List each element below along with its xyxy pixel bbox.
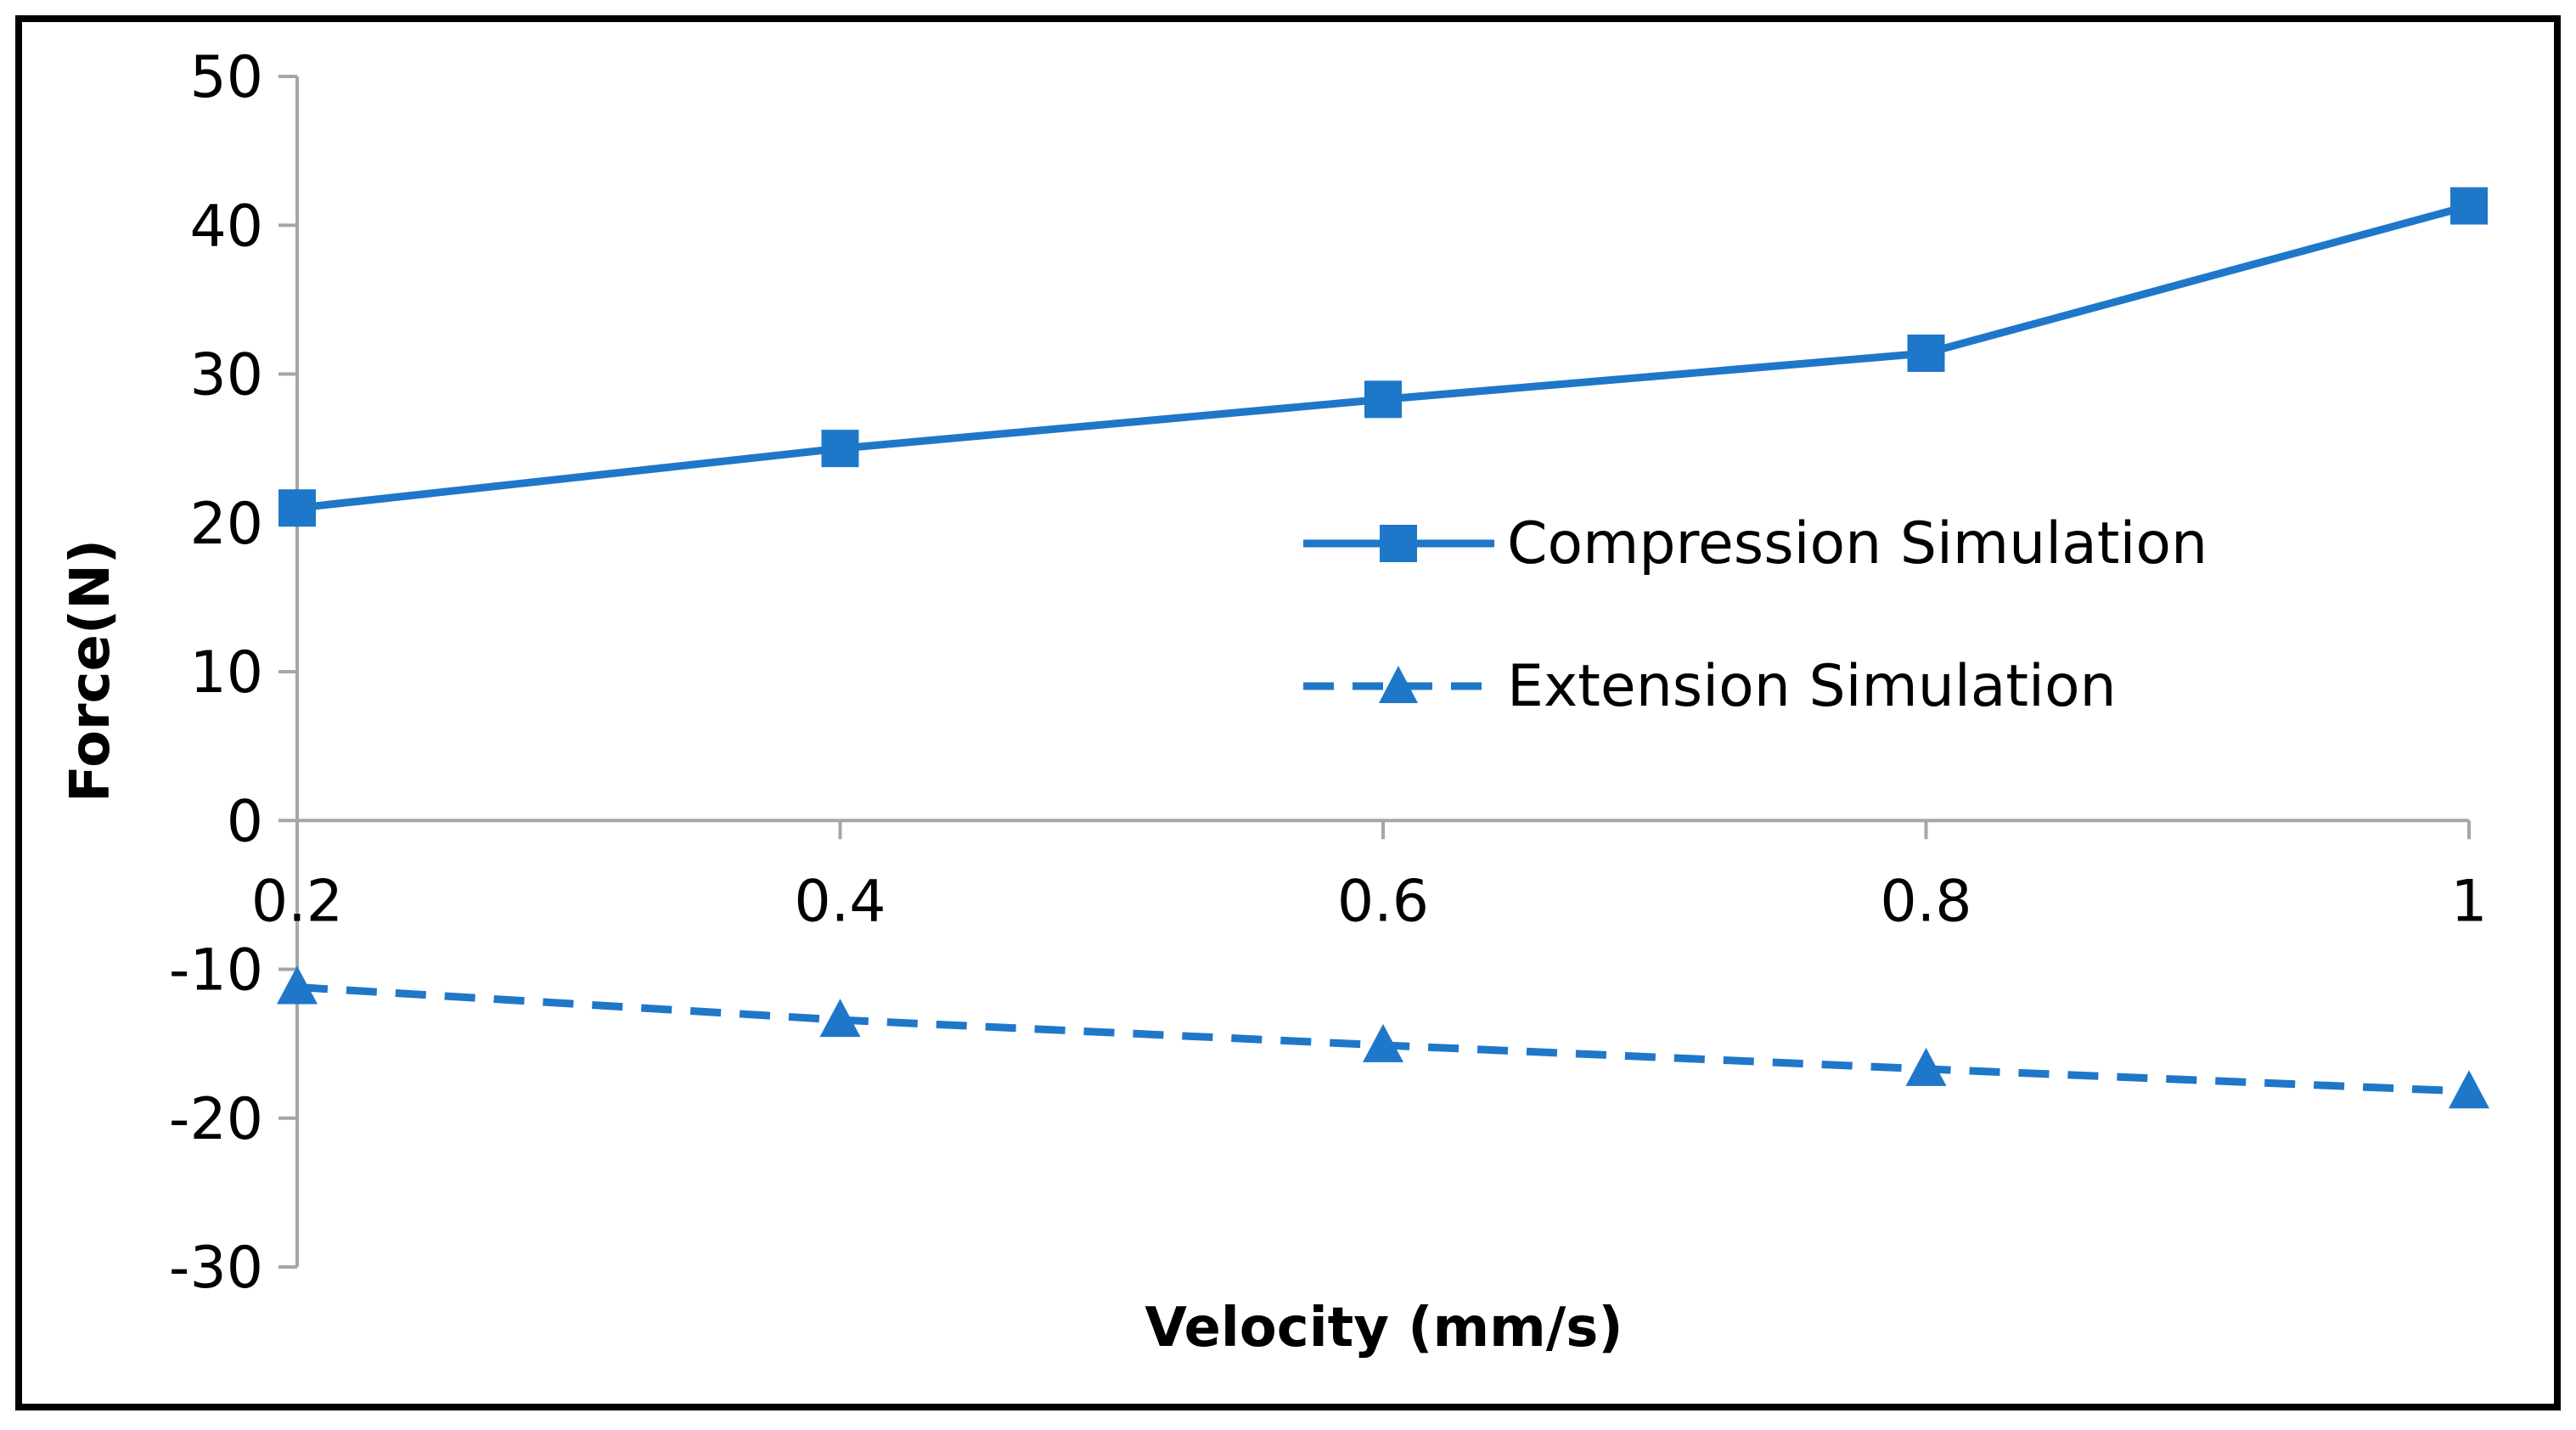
data-point-square (2450, 187, 2488, 225)
legend-label-compression: Compression Simulation (1507, 510, 2208, 577)
y-tick-label: 40 (189, 193, 263, 260)
legend: Compression Simulation Extension Simulat… (1303, 510, 2208, 720)
y-tick-label: -10 (169, 937, 263, 1005)
chart-border (15, 15, 2561, 1410)
data-point-triangle (819, 999, 861, 1038)
y-tick-label: 0 (227, 788, 263, 855)
x-tick-label: 0.4 (794, 868, 886, 935)
x-axis-title: Velocity (mm/s) (1145, 1297, 1623, 1360)
legend-marker-square (1380, 525, 1417, 562)
x-tick-label: 0.2 (251, 868, 343, 935)
data-point-square (278, 489, 316, 527)
data-point-square (821, 430, 859, 468)
data-point-triangle (1363, 1023, 1403, 1062)
y-axis-title: Force(N) (59, 539, 122, 802)
data-point-square (1907, 334, 1945, 372)
x-tick-label: 0.6 (1337, 868, 1429, 935)
data-point-triangle (2449, 1070, 2489, 1109)
data-point-triangle (1905, 1047, 1947, 1086)
legend-marker-triangle (1379, 666, 1418, 703)
x-tick-label: 1 (2450, 868, 2487, 935)
y-tick-label: 10 (189, 639, 263, 707)
legend-label-extension: Extension Simulation (1507, 653, 2117, 720)
data-point-triangle (277, 966, 318, 1005)
y-tick-label: 20 (189, 491, 263, 558)
data-point-square (1364, 380, 1402, 419)
x-tick-label: 0.8 (1880, 868, 1971, 935)
y-tick-label: -30 (169, 1235, 263, 1302)
y-tick-label: 50 (189, 44, 263, 111)
y-tick-label: 30 (189, 342, 263, 409)
y-tick-label: -20 (169, 1086, 263, 1153)
